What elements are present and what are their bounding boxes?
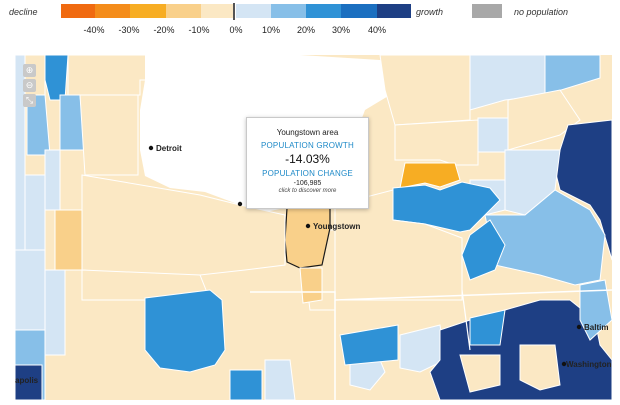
zoom-out-button[interactable]: ⊖: [23, 79, 36, 92]
tooltip-growth-value: -14.03%: [285, 152, 330, 166]
legend-tick-label: -30%: [118, 25, 140, 35]
legend-swatch-minus-50: [61, 4, 95, 18]
region[interactable]: [299, 267, 323, 304]
legend-zero-line: [233, 3, 235, 20]
region[interactable]: [469, 309, 506, 346]
region[interactable]: [144, 289, 226, 373]
region[interactable]: [54, 209, 83, 271]
tooltip-click-link[interactable]: click to discover more: [278, 188, 337, 194]
region[interactable]: [477, 117, 509, 153]
legend-swatch-plus-50: [377, 4, 411, 18]
youngstown-dot: [305, 223, 311, 229]
region-tooltip[interactable]: Youngstown area POPULATION GROWTH -14.03…: [246, 117, 369, 209]
legend-tick-label: -10%: [188, 25, 210, 35]
legend-swatch-minus-10: [201, 4, 234, 18]
fullscreen-icon: ⤡: [25, 95, 34, 105]
legend-growth-label: growth: [416, 7, 444, 17]
washington-label: Washington: [566, 360, 612, 369]
legend-swatch-minus-40: [95, 4, 130, 18]
region[interactable]: [544, 55, 601, 96]
region[interactable]: [579, 279, 612, 341]
legend-tick-label: 10%: [261, 25, 280, 35]
baltimore-label: Baltim: [584, 323, 608, 332]
legend-swatch-plus-30: [306, 4, 341, 18]
baltimore-dot: [576, 324, 582, 330]
tooltip-area-name: Youngstown area: [276, 128, 339, 137]
region[interactable]: [15, 249, 46, 331]
legend-tick-label: 40%: [367, 25, 386, 35]
region[interactable]: [334, 189, 463, 301]
legend-tick-label: 0%: [229, 25, 243, 35]
zoom-out-icon: ⊖: [25, 80, 34, 90]
zoom-in-button[interactable]: ⊕: [23, 64, 36, 77]
region[interactable]: [394, 119, 479, 166]
zoom-controls: ⊕ ⊖ ⤡: [23, 64, 36, 109]
region[interactable]: [15, 364, 43, 400]
detroit-dot: [148, 145, 154, 151]
legend-no-population-label: no population: [514, 7, 569, 17]
region[interactable]: [399, 162, 461, 189]
region[interactable]: [459, 354, 501, 393]
legend-swatch-plus-20: [271, 4, 306, 18]
tooltip-change-value: -106,985: [293, 180, 322, 187]
state-border-line: [250, 291, 336, 400]
map-canvas[interactable]: Detroit Youngstown Baltim Washington apo…: [15, 55, 612, 400]
legend-tick-label: 30%: [331, 25, 350, 35]
region[interactable]: [44, 269, 66, 356]
legend-swatch-minus-20: [166, 4, 201, 18]
fullscreen-button[interactable]: ⤡: [23, 94, 36, 107]
dot-near-lake: [237, 201, 243, 207]
state-border-line: [334, 289, 612, 301]
map[interactable]: Detroit Youngstown Baltim Washington apo…: [15, 55, 612, 400]
detroit-label: Detroit: [156, 144, 182, 153]
indianapolis-label: apolis: [15, 376, 39, 385]
state-border-line: [461, 289, 471, 351]
region[interactable]: [24, 174, 46, 251]
legend-decline-label: decline: [9, 7, 38, 17]
region[interactable]: [484, 189, 606, 286]
youngstown-label: Youngstown: [313, 222, 361, 231]
region[interactable]: [79, 94, 139, 176]
legend-swatch-no-population: [472, 4, 502, 18]
tooltip-growth-heading: POPULATION GROWTH: [260, 141, 355, 150]
youngstown-area[interactable]: [284, 204, 331, 269]
region[interactable]: [44, 55, 69, 101]
legend-swatch-plus-40: [341, 4, 377, 18]
region[interactable]: [229, 369, 263, 400]
tooltip-change-heading: POPULATION CHANGE: [262, 169, 353, 178]
region[interactable]: [399, 324, 446, 373]
washington-dot: [561, 361, 567, 367]
legend-tick-label: 20%: [296, 25, 315, 35]
region[interactable]: [339, 324, 399, 366]
region[interactable]: [44, 149, 61, 211]
legend-tick-label: -20%: [153, 25, 175, 35]
region[interactable]: [264, 359, 296, 400]
region[interactable]: [379, 55, 471, 126]
legend-swatch-minus-30: [130, 4, 166, 18]
legend-tick-label: -40%: [83, 25, 105, 35]
legend-swatch-plus-10: [236, 4, 271, 18]
zoom-in-icon: ⊕: [25, 65, 34, 75]
region[interactable]: [519, 344, 561, 391]
legend: decline growth no population -40% -30% -20…: [0, 0, 620, 48]
